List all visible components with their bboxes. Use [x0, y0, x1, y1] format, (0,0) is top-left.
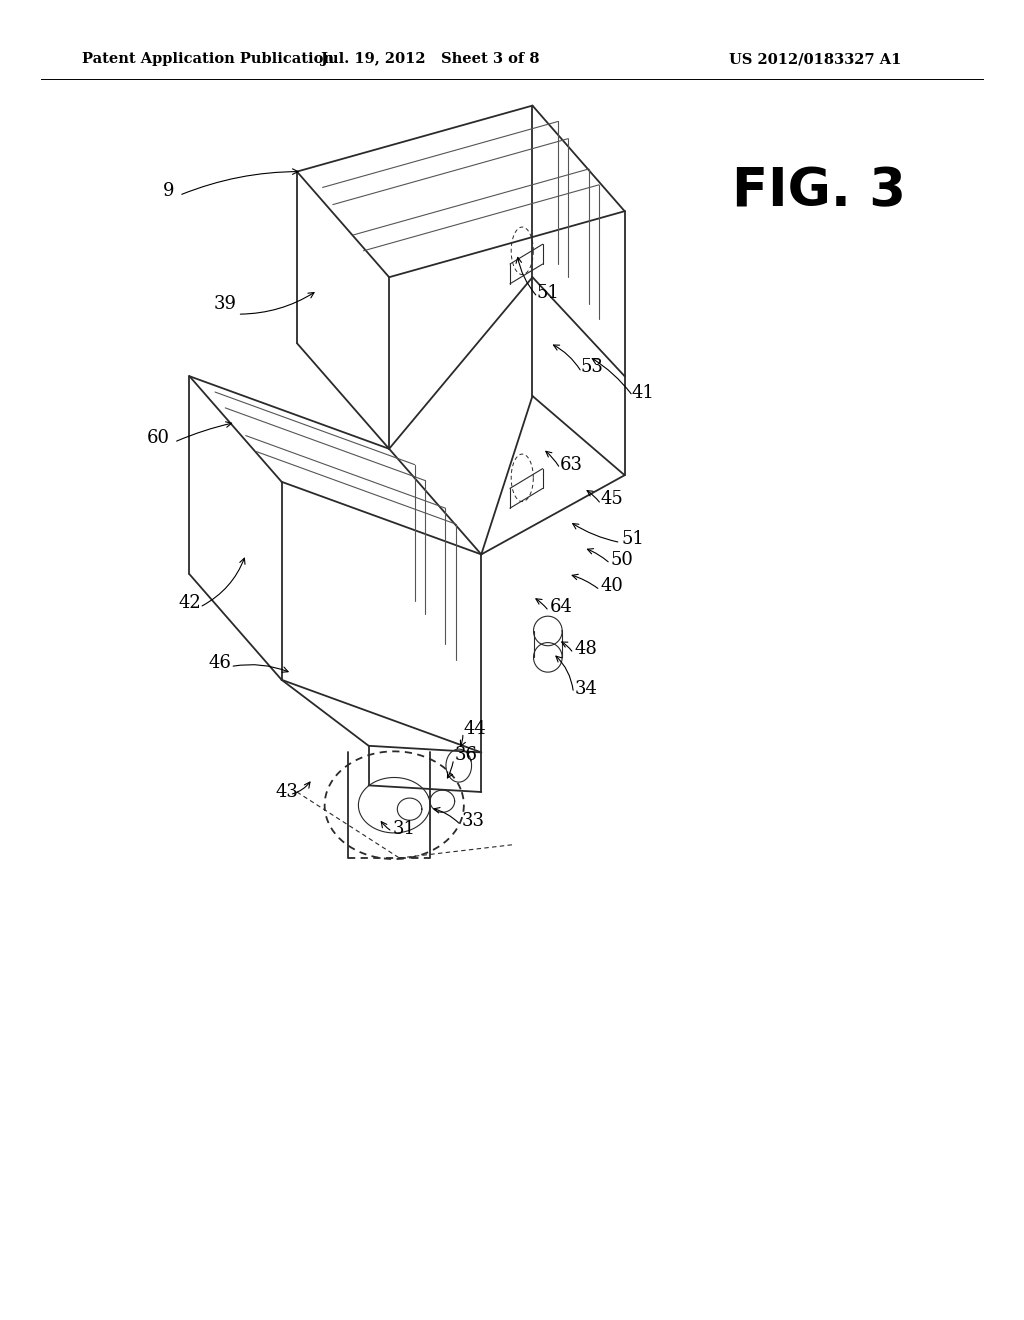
Text: 45: 45 — [601, 490, 624, 508]
Text: 51: 51 — [537, 284, 559, 302]
Text: 33: 33 — [462, 812, 484, 830]
Text: 36: 36 — [455, 746, 477, 764]
Text: 50: 50 — [610, 550, 633, 569]
Text: 39: 39 — [214, 294, 237, 313]
Text: Jul. 19, 2012   Sheet 3 of 8: Jul. 19, 2012 Sheet 3 of 8 — [321, 53, 540, 66]
Text: 48: 48 — [574, 640, 597, 659]
Text: 42: 42 — [178, 594, 201, 612]
Text: 51: 51 — [622, 529, 644, 548]
Text: 41: 41 — [632, 384, 654, 403]
Text: 40: 40 — [601, 577, 624, 595]
Text: FIG. 3: FIG. 3 — [732, 165, 906, 218]
Text: US 2012/0183327 A1: US 2012/0183327 A1 — [729, 53, 901, 66]
Text: 31: 31 — [393, 820, 416, 838]
Text: 60: 60 — [147, 429, 170, 447]
Text: 9: 9 — [163, 182, 175, 201]
Text: 34: 34 — [574, 680, 597, 698]
Text: 43: 43 — [275, 783, 298, 801]
Text: 63: 63 — [560, 455, 583, 474]
Text: 46: 46 — [209, 653, 231, 672]
Text: 64: 64 — [550, 598, 572, 616]
Text: 53: 53 — [581, 358, 603, 376]
Text: 44: 44 — [464, 719, 486, 738]
Text: Patent Application Publication: Patent Application Publication — [82, 53, 334, 66]
